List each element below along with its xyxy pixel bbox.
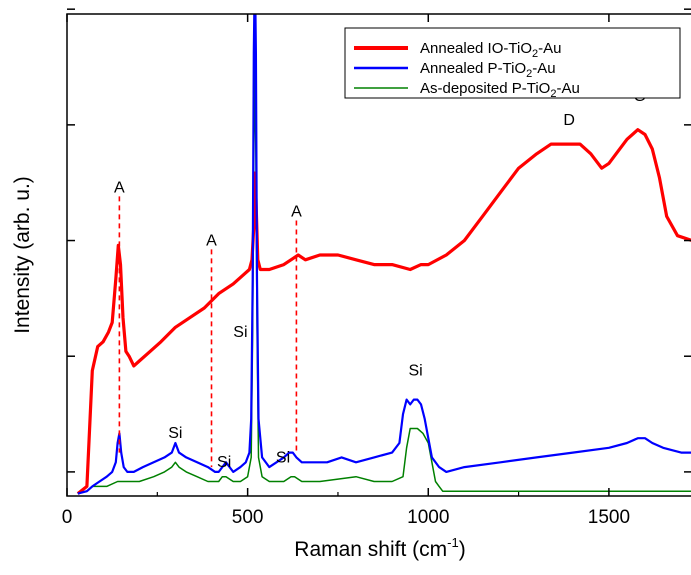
- x-axis-title-close: ): [459, 538, 466, 561]
- annotation-label: Si: [217, 454, 231, 471]
- plot-frame: [66, 13, 691, 497]
- x-axis-title: Raman shift (cm-1): [294, 535, 465, 561]
- legend-label-2: Annealed P-TiO2-Au: [420, 60, 556, 80]
- annotation-label: Si: [276, 449, 290, 466]
- annotation-label: A: [114, 179, 125, 196]
- x-tick-label: 500: [232, 507, 264, 528]
- annotation-label: A: [206, 232, 217, 249]
- series-line-1: [76, 128, 691, 495]
- annotation-label: Si: [233, 324, 247, 341]
- legend-label-1: Annealed IO-TiO2-Au: [420, 40, 561, 60]
- annotation-label: Si: [409, 363, 423, 380]
- x-axis-title-main: Raman shift (cm: [294, 538, 447, 561]
- series-line-3: [77, 61, 691, 495]
- y-axis-title: Intensity (arb. u.): [11, 176, 34, 334]
- annotation-label: A: [291, 203, 302, 220]
- x-axis-title-sup: -1: [447, 535, 459, 550]
- annotation-label: D: [563, 112, 575, 129]
- x-tick-label: 1500: [588, 507, 630, 528]
- series-line-2: [77, 14, 691, 495]
- legend-box: [344, 27, 681, 99]
- x-tick-label: 1000: [407, 507, 449, 528]
- annotation-label: Si: [168, 425, 182, 442]
- x-tick-label: 0: [62, 507, 73, 528]
- legend-label-3: As-deposited P-TiO2-Au: [420, 80, 580, 100]
